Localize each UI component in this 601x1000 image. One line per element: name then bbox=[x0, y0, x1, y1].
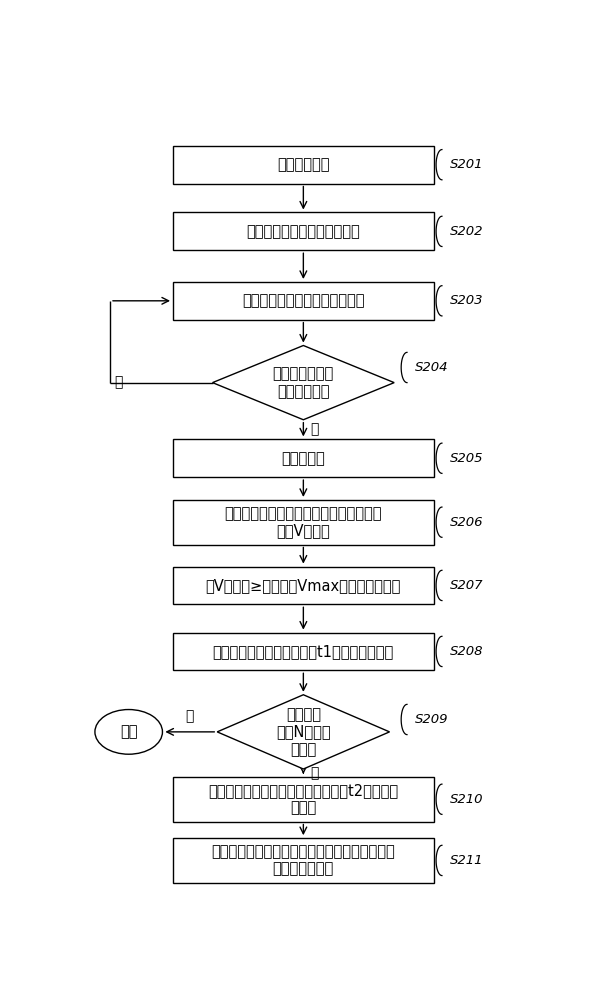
Text: 判断是否
连续N次关闭
电加热: 判断是否 连续N次关闭 电加热 bbox=[276, 707, 331, 757]
Text: S210: S210 bbox=[450, 793, 484, 806]
Text: S202: S202 bbox=[450, 225, 484, 238]
FancyBboxPatch shape bbox=[173, 567, 434, 604]
Text: 结束: 结束 bbox=[120, 724, 138, 739]
Polygon shape bbox=[213, 346, 394, 420]
Text: 否: 否 bbox=[186, 710, 194, 724]
FancyBboxPatch shape bbox=[173, 439, 434, 477]
Text: 否: 否 bbox=[115, 376, 123, 390]
FancyBboxPatch shape bbox=[173, 838, 434, 883]
FancyBboxPatch shape bbox=[173, 633, 434, 670]
Text: 是: 是 bbox=[310, 423, 319, 437]
Text: S205: S205 bbox=[450, 452, 484, 465]
Text: 是: 是 bbox=[310, 766, 319, 780]
FancyBboxPatch shape bbox=[173, 500, 434, 545]
FancyBboxPatch shape bbox=[173, 146, 434, 184]
Text: 内风机以最高转速持续运行t1时长后停止运行: 内风机以最高转速持续运行t1时长后停止运行 bbox=[213, 644, 394, 659]
Text: 防冷风阶段结束后开启室内风机: 防冷风阶段结束后开启室内风机 bbox=[242, 293, 365, 308]
Polygon shape bbox=[217, 695, 389, 769]
Text: 显示故障代码、蜂鸣报警，提醒用户检查空调运
行状态是否异常: 显示故障代码、蜂鸣报警，提醒用户检查空调运 行状态是否异常 bbox=[212, 844, 395, 877]
Text: 开启制热模式: 开启制热模式 bbox=[277, 157, 329, 172]
Text: S204: S204 bbox=[415, 361, 448, 374]
Text: 压缩机停机、内风机以最高转速运行t2时长后停
止运转: 压缩机停机、内风机以最高转速运行t2时长后停 止运转 bbox=[209, 783, 398, 815]
Text: S203: S203 bbox=[450, 294, 484, 307]
FancyBboxPatch shape bbox=[173, 777, 434, 822]
Text: S207: S207 bbox=[450, 579, 484, 592]
Text: 开启电加热: 开启电加热 bbox=[281, 451, 325, 466]
FancyBboxPatch shape bbox=[173, 282, 434, 320]
Text: S206: S206 bbox=[450, 516, 484, 529]
Text: S201: S201 bbox=[450, 158, 484, 171]
Text: S211: S211 bbox=[450, 854, 484, 867]
FancyBboxPatch shape bbox=[173, 212, 434, 250]
Text: 开启导风门、开启压缩机运行: 开启导风门、开启压缩机运行 bbox=[246, 224, 360, 239]
Text: S209: S209 bbox=[415, 713, 448, 726]
Text: S208: S208 bbox=[450, 645, 484, 658]
Ellipse shape bbox=[95, 710, 162, 754]
Text: 判断是否满足电
加热开启条件: 判断是否满足电 加热开启条件 bbox=[273, 366, 334, 399]
Text: 若V电加热≥设定阈值Vmax，则关闭电加热: 若V电加热≥设定阈值Vmax，则关闭电加热 bbox=[206, 578, 401, 593]
Text: 检测内盘在电加热开启后内盘的温度上升
速率V电加热: 检测内盘在电加热开启后内盘的温度上升 速率V电加热 bbox=[225, 506, 382, 538]
